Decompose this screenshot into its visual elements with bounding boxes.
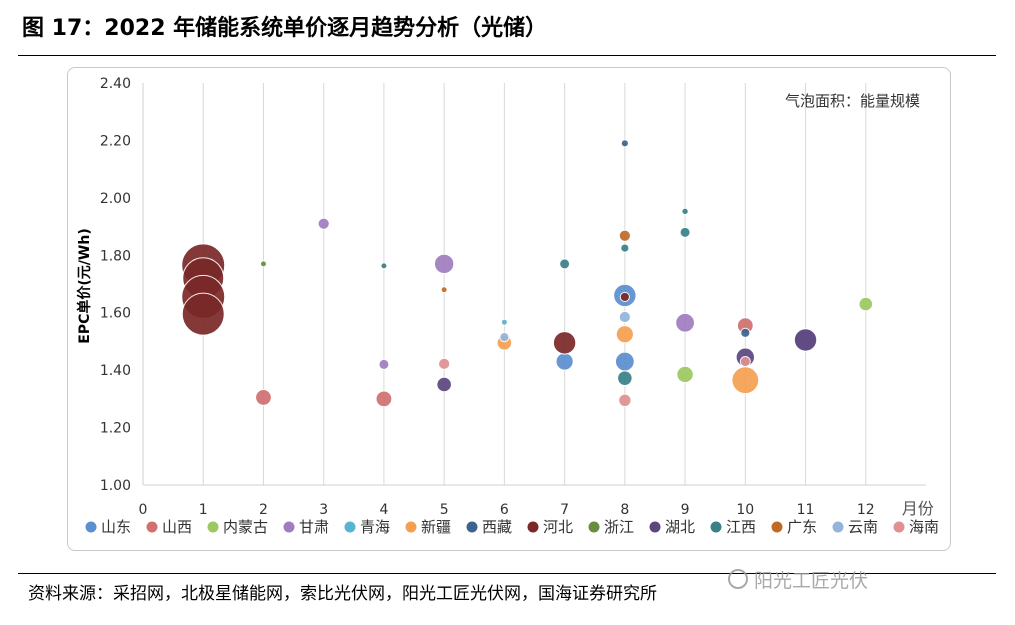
y-tick-label: 1.60	[100, 306, 131, 322]
bubble-云南	[618, 310, 631, 324]
x-tick-label: 11	[797, 502, 815, 518]
x-tick-label: 12	[857, 502, 875, 518]
bubble-湖北	[436, 376, 452, 393]
bubble-海南	[618, 393, 632, 407]
bubble-广东	[618, 229, 631, 242]
bubble-甘肃	[317, 217, 330, 230]
legend-label: 新疆	[421, 518, 451, 536]
legend-label: 青海	[360, 518, 390, 536]
x-tick-label: 0	[139, 502, 148, 518]
axes: 1.001.201.401.601.802.002.202.400 1 2 3 4 5 6 7…	[100, 76, 926, 518]
bubble-甘肃	[378, 358, 390, 370]
legend-marker	[893, 521, 905, 533]
bubble-海南	[438, 357, 451, 370]
y-tick-label: 2.40	[100, 76, 131, 92]
bubble-山西	[375, 390, 393, 408]
bubble-山东	[555, 352, 574, 371]
source-note: 资料来源：采招网，北极星储能网，索比光伏网，阳光工匠光伏网，国海证券研究所	[28, 584, 657, 604]
bubble-新疆	[615, 325, 634, 344]
watermark: 阳光工匠光伏	[728, 566, 868, 593]
x-tick-label: 6	[500, 502, 509, 518]
bubble-浙江	[259, 260, 267, 268]
legend-label: 云南	[848, 518, 878, 536]
title-rule	[18, 55, 996, 56]
bubble-江西	[559, 258, 571, 270]
y-tick-label: 1.00	[100, 478, 131, 494]
bubble-河北	[552, 331, 577, 355]
legend-marker	[207, 521, 219, 533]
wechat-icon	[728, 569, 748, 589]
bubble-河北	[619, 291, 630, 303]
bubble-甘肃	[433, 253, 455, 275]
y-axis-label: EPC单价(元/Wh)	[76, 228, 93, 343]
y-tick-label: 1.80	[100, 248, 131, 264]
y-tick-label: 1.40	[100, 363, 131, 379]
y-tick-label: 2.20	[100, 133, 131, 149]
legend-marker	[588, 521, 600, 533]
x-tick-label: 3	[319, 502, 328, 518]
legend-marker	[771, 521, 783, 533]
legend-marker	[466, 521, 478, 533]
bubble-江西	[679, 226, 691, 238]
bubble-湖北	[793, 328, 818, 352]
legend-label: 甘肃	[299, 518, 329, 536]
bubble-云南	[499, 332, 510, 343]
legend-marker	[405, 521, 417, 533]
legend-label: 广东	[787, 518, 817, 536]
x-tick-label: 10	[736, 502, 754, 518]
gridlines	[202, 83, 867, 485]
legend-marker	[527, 521, 539, 533]
y-tick-label: 2.00	[100, 191, 131, 207]
legend-marker	[85, 521, 97, 533]
source-rule	[18, 573, 996, 574]
legend-label: 湖北	[665, 518, 695, 536]
bubble-江西	[620, 243, 630, 253]
bubble-山西	[255, 389, 272, 406]
legend-marker	[710, 521, 722, 533]
x-tick-label: 2	[259, 502, 268, 518]
x-tick-label: 1	[199, 502, 208, 518]
legend-label: 海南	[909, 518, 939, 536]
bubble-内蒙古	[676, 365, 694, 384]
bubble-area-note: 气泡面积：能量规模	[785, 92, 920, 110]
x-tick-label: 9	[681, 502, 690, 518]
bubble-广东	[440, 286, 448, 294]
bubble-青海	[500, 318, 508, 326]
bubbles	[181, 139, 874, 408]
x-tick-label: 4	[379, 502, 388, 518]
figure-title: 图 17：2022 年储能系统单价逐月趋势分析（光储）	[22, 16, 548, 41]
bubble-新疆	[731, 366, 760, 395]
bubble-西藏	[620, 139, 629, 148]
bubble-海南	[739, 356, 751, 368]
watermark-text: 阳光工匠光伏	[754, 570, 869, 592]
bubble-江西	[681, 207, 689, 216]
legend: 山东 山西 内蒙古 甘肃 青海 新疆 西藏 河北 浙江 湖北 江西 广东 云南 海南	[85, 518, 939, 536]
bubble-山东	[614, 351, 635, 372]
bubble-江西	[617, 370, 633, 386]
legend-label: 山西	[162, 518, 192, 536]
x-tick-label: 8	[620, 502, 629, 518]
bubble-内蒙古	[858, 296, 874, 312]
x-axis-label: 月份	[902, 499, 934, 518]
legend-marker	[344, 521, 356, 533]
legend-label: 山东	[101, 518, 131, 536]
bubble-甘肃	[675, 312, 695, 333]
x-tick-label: 5	[440, 502, 449, 518]
legend-label: 河北	[543, 518, 573, 536]
legend-marker	[832, 521, 844, 533]
legend-label: 浙江	[604, 518, 634, 536]
x-tick-label: 7	[560, 502, 569, 518]
legend-marker	[283, 521, 295, 533]
bubble-河北	[181, 292, 225, 336]
legend-label: 江西	[726, 518, 756, 536]
y-tick-label: 1.20	[100, 421, 131, 437]
bubble-西藏	[740, 327, 751, 338]
bubble-江西	[380, 262, 388, 270]
legend-label: 西藏	[482, 518, 512, 536]
legend-marker	[649, 521, 661, 533]
legend-label: 内蒙古	[223, 518, 268, 536]
legend-marker	[146, 521, 158, 533]
